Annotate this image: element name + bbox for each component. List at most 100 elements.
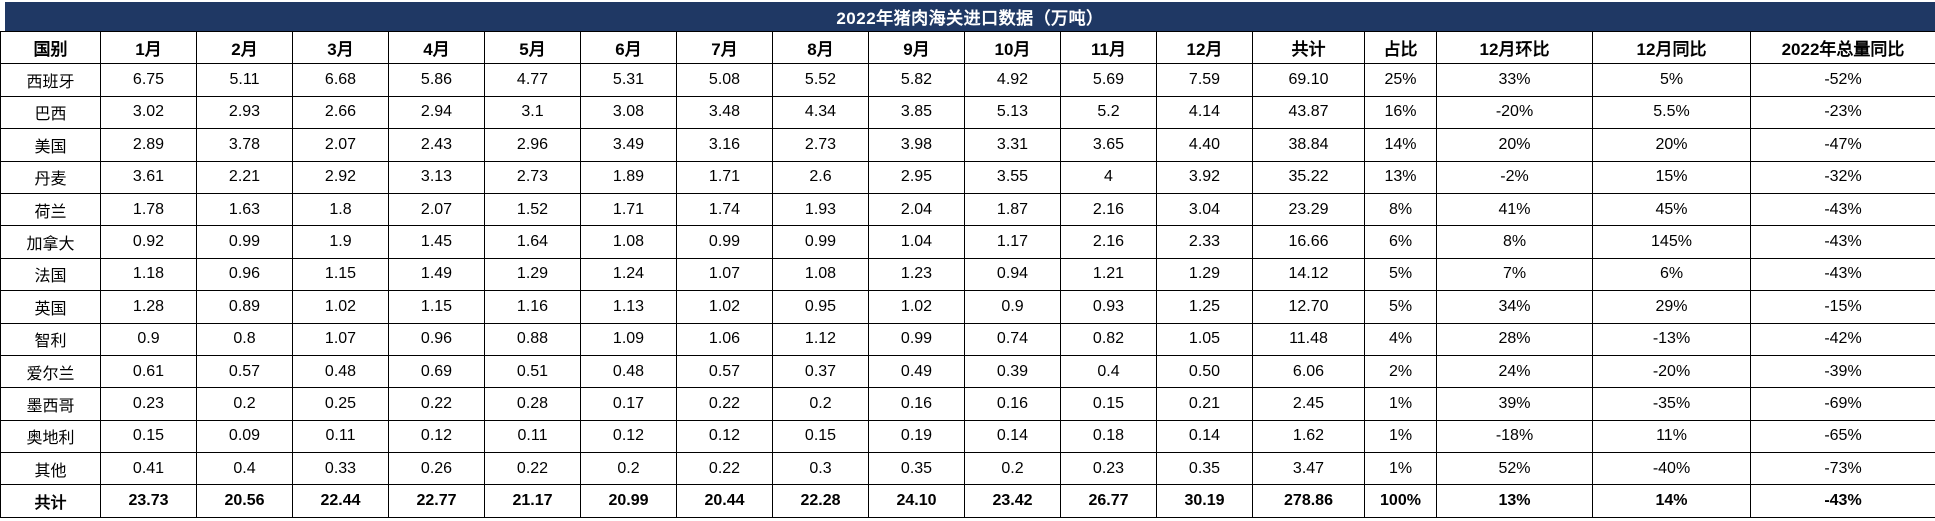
value-cell: 0.22 bbox=[677, 453, 773, 485]
value-cell: 1.15 bbox=[293, 258, 389, 290]
value-cell: -73% bbox=[1751, 453, 1935, 485]
value-cell: 0.57 bbox=[197, 355, 293, 387]
value-cell: 1.45 bbox=[389, 226, 485, 258]
value-cell: 14% bbox=[1593, 485, 1751, 517]
value-cell: 2.95 bbox=[869, 161, 965, 193]
value-cell: 33% bbox=[1437, 64, 1593, 96]
value-cell: 3.47 bbox=[1253, 453, 1365, 485]
value-cell: 0.4 bbox=[197, 453, 293, 485]
value-cell: 0.39 bbox=[965, 355, 1061, 387]
value-cell: -43% bbox=[1751, 226, 1935, 258]
value-cell: 1.64 bbox=[485, 226, 581, 258]
value-cell: 1.21 bbox=[1061, 258, 1157, 290]
value-cell: 6% bbox=[1365, 226, 1437, 258]
value-cell: 2.33 bbox=[1157, 226, 1253, 258]
value-cell: 20% bbox=[1437, 129, 1593, 161]
value-cell: -65% bbox=[1751, 420, 1935, 452]
value-cell: 2.07 bbox=[389, 193, 485, 225]
value-cell: 1.74 bbox=[677, 193, 773, 225]
value-cell: 1.87 bbox=[965, 193, 1061, 225]
value-cell: 2.6 bbox=[773, 161, 869, 193]
value-cell: 2.94 bbox=[389, 96, 485, 128]
value-cell: 38.84 bbox=[1253, 129, 1365, 161]
value-cell: 1.13 bbox=[581, 291, 677, 323]
value-cell: 3.65 bbox=[1061, 129, 1157, 161]
value-cell: 1.9 bbox=[293, 226, 389, 258]
value-cell: -13% bbox=[1593, 323, 1751, 355]
value-cell: 3.16 bbox=[677, 129, 773, 161]
column-header: 占比 bbox=[1365, 32, 1437, 64]
value-cell: 1.02 bbox=[677, 291, 773, 323]
value-cell: 23.42 bbox=[965, 485, 1061, 517]
column-header: 2022年总量同比 bbox=[1751, 32, 1935, 64]
value-cell: -23% bbox=[1751, 96, 1935, 128]
value-cell: 0.26 bbox=[389, 453, 485, 485]
value-cell: 1% bbox=[1365, 420, 1437, 452]
value-cell: 22.28 bbox=[773, 485, 869, 517]
value-cell: 6.68 bbox=[293, 64, 389, 96]
value-cell: 2.43 bbox=[389, 129, 485, 161]
value-cell: 0.96 bbox=[197, 258, 293, 290]
value-cell: 2.07 bbox=[293, 129, 389, 161]
value-cell: 0.28 bbox=[485, 388, 581, 420]
value-cell: 0.23 bbox=[1061, 453, 1157, 485]
value-cell: 1.18 bbox=[101, 258, 197, 290]
value-cell: 7% bbox=[1437, 258, 1593, 290]
value-cell: 3.55 bbox=[965, 161, 1061, 193]
value-cell: 26.77 bbox=[1061, 485, 1157, 517]
value-cell: 11% bbox=[1593, 420, 1751, 452]
value-cell: 3.98 bbox=[869, 129, 965, 161]
value-cell: 5% bbox=[1365, 258, 1437, 290]
value-cell: 1.49 bbox=[389, 258, 485, 290]
value-cell: 145% bbox=[1593, 226, 1751, 258]
value-cell: -35% bbox=[1593, 388, 1751, 420]
value-cell: 20% bbox=[1593, 129, 1751, 161]
value-cell: 3.48 bbox=[677, 96, 773, 128]
value-cell: 5.11 bbox=[197, 64, 293, 96]
value-cell: 2.16 bbox=[1061, 193, 1157, 225]
column-header-country: 国别 bbox=[1, 32, 101, 64]
value-cell: 3.78 bbox=[197, 129, 293, 161]
value-cell: 0.41 bbox=[101, 453, 197, 485]
value-cell: 3.85 bbox=[869, 96, 965, 128]
value-cell: 0.21 bbox=[1157, 388, 1253, 420]
value-cell: 1.93 bbox=[773, 193, 869, 225]
value-cell: 5.5% bbox=[1593, 96, 1751, 128]
value-cell: 20.44 bbox=[677, 485, 773, 517]
column-header: 8月 bbox=[773, 32, 869, 64]
value-cell: 3.04 bbox=[1157, 193, 1253, 225]
value-cell: 0.09 bbox=[197, 420, 293, 452]
column-header: 12月 bbox=[1157, 32, 1253, 64]
value-cell: 0.2 bbox=[197, 388, 293, 420]
country-cell: 荷兰 bbox=[1, 193, 101, 225]
value-cell: 1.89 bbox=[581, 161, 677, 193]
value-cell: 0.16 bbox=[869, 388, 965, 420]
value-cell: -15% bbox=[1751, 291, 1935, 323]
value-cell: 1.78 bbox=[101, 193, 197, 225]
table-title-bar: 2022年猪肉海关进口数据（万吨） bbox=[5, 2, 1935, 31]
value-cell: 3.02 bbox=[101, 96, 197, 128]
value-cell: 0.22 bbox=[677, 388, 773, 420]
value-cell: 1.71 bbox=[677, 161, 773, 193]
value-cell: 2.92 bbox=[293, 161, 389, 193]
column-header: 12月同比 bbox=[1593, 32, 1751, 64]
value-cell: 0.12 bbox=[389, 420, 485, 452]
value-cell: 0.82 bbox=[1061, 323, 1157, 355]
value-cell: 0.2 bbox=[773, 388, 869, 420]
column-header: 3月 bbox=[293, 32, 389, 64]
value-cell: 29% bbox=[1593, 291, 1751, 323]
column-header: 11月 bbox=[1061, 32, 1157, 64]
value-cell: 1.29 bbox=[1157, 258, 1253, 290]
value-cell: 16% bbox=[1365, 96, 1437, 128]
value-cell: 0.51 bbox=[485, 355, 581, 387]
value-cell: 0.93 bbox=[1061, 291, 1157, 323]
value-cell: 0.11 bbox=[293, 420, 389, 452]
value-cell: 1.09 bbox=[581, 323, 677, 355]
